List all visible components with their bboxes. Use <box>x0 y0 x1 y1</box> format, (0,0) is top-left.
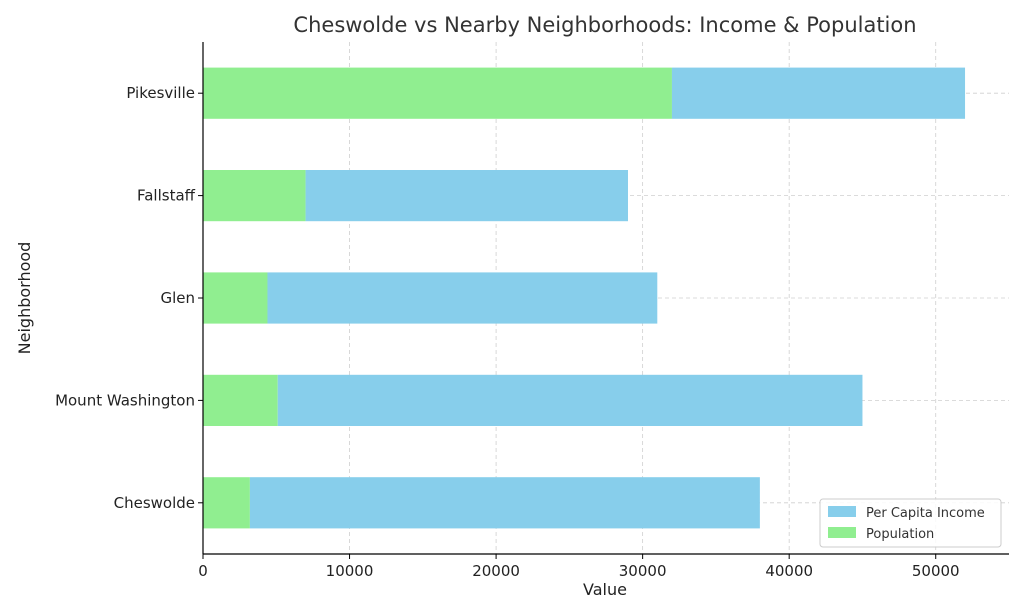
bar-population-pikesville <box>203 67 672 119</box>
bar-per-capita-income-glen <box>267 272 658 324</box>
x-tick-label: 20000 <box>472 562 520 580</box>
bar-per-capita-income-mount-washington <box>277 374 863 426</box>
x-tick-label: 40000 <box>765 562 813 580</box>
x-tick-label: 10000 <box>326 562 374 580</box>
x-tick-label: 0 <box>198 562 208 580</box>
bars <box>203 67 966 529</box>
bar-population-cheswolde <box>203 477 250 529</box>
legend-label: Population <box>866 527 934 542</box>
x-tick-label: 30000 <box>619 562 667 580</box>
y-tick-labels: Cheswolde Mount Washington Glen Fallstaff Pi… <box>55 84 203 512</box>
y-tick-label: Glen <box>160 289 195 307</box>
bar-per-capita-income-pikesville <box>671 67 966 119</box>
legend-box <box>819 498 1002 548</box>
bar-per-capita-income-fallstaff <box>305 170 628 222</box>
y-axis-label: Neighborhood <box>15 242 34 355</box>
x-tick-labels: 0 10000 20000 30000 40000 50000 <box>198 554 960 580</box>
legend-label: Per Capita Income <box>866 506 985 521</box>
legend: Per Capita Income Population <box>819 498 1002 548</box>
bar-per-capita-income-cheswolde <box>249 477 760 529</box>
bar-population-glen <box>203 272 268 324</box>
chart-title: Cheswolde vs Nearby Neighborhoods: Incom… <box>293 13 916 37</box>
legend-swatch <box>828 506 856 517</box>
y-tick-label: Cheswolde <box>114 494 195 512</box>
legend-swatch <box>828 527 856 538</box>
y-tick-label: Mount Washington <box>55 391 195 409</box>
bar-population-fallstaff <box>203 170 306 222</box>
bar-population-mount-washington <box>203 374 278 426</box>
x-axis-label: Value <box>583 580 627 599</box>
y-tick-label: Pikesville <box>126 84 195 102</box>
x-tick-label: 50000 <box>912 562 960 580</box>
y-tick-label: Fallstaff <box>137 187 196 205</box>
